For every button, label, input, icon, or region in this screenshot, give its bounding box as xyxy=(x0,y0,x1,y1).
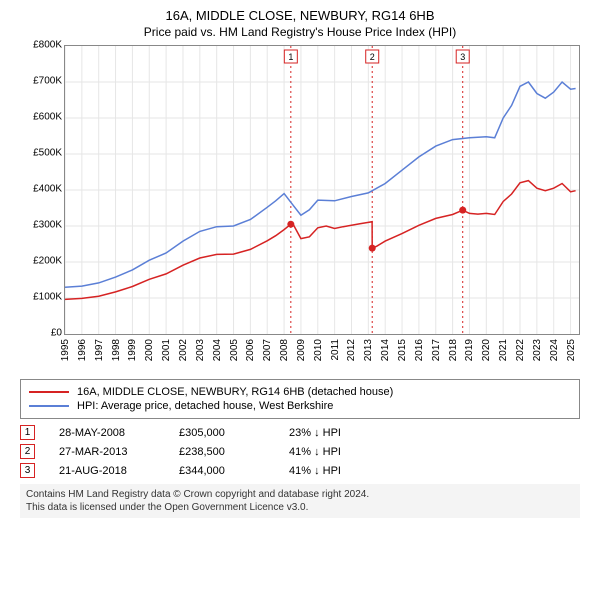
event-marker-number: 3 xyxy=(460,52,465,62)
y-axis-tick-label: £700K xyxy=(33,76,62,87)
event-row-date: 21-AUG-2018 xyxy=(59,465,179,477)
event-row: 1 28-MAY-2008£305,00023% ↓ HPI xyxy=(20,425,580,440)
event-row-delta: 41% ↓ HPI xyxy=(289,465,341,477)
x-axis-tick-label: 2009 xyxy=(296,339,307,361)
event-marker-dot xyxy=(459,207,466,214)
x-axis-tick-label: 2010 xyxy=(313,339,324,361)
y-axis-tick-label: £400K xyxy=(33,184,62,195)
x-axis-tick-label: 1998 xyxy=(111,339,122,361)
x-axis-tick-label: 2011 xyxy=(330,339,341,361)
event-row-delta: 41% ↓ HPI xyxy=(289,446,341,458)
x-axis-tick-label: 2015 xyxy=(397,339,408,361)
chart-plot: 1 2 3 xyxy=(64,45,580,335)
event-row: 2 27-MAR-2013£238,50041% ↓ HPI xyxy=(20,444,580,459)
event-row-delta: 23% ↓ HPI xyxy=(289,427,341,439)
x-axis-tick-label: 2022 xyxy=(515,339,526,361)
legend-row: HPI: Average price, detached house, West… xyxy=(29,400,571,412)
x-axis-tick-label: 2007 xyxy=(262,339,273,361)
event-row-number: 2 xyxy=(20,444,35,459)
y-axis-tick-label: £600K xyxy=(33,112,62,123)
series-price_paid xyxy=(65,181,576,300)
legend-label: 16A, MIDDLE CLOSE, NEWBURY, RG14 6HB (de… xyxy=(77,386,393,398)
y-axis-tick-label: £100K xyxy=(33,292,62,303)
x-axis-tick-label: 2001 xyxy=(161,339,172,361)
page-title: 16A, MIDDLE CLOSE, NEWBURY, RG14 6HB xyxy=(10,8,590,23)
event-row-date: 27-MAR-2013 xyxy=(59,446,179,458)
x-axis-tick-label: 2005 xyxy=(229,339,240,361)
event-marker-number: 1 xyxy=(288,52,293,62)
y-axis-tick-label: £500K xyxy=(33,148,62,159)
legend-label: HPI: Average price, detached house, West… xyxy=(77,400,333,412)
x-axis-tick-label: 2006 xyxy=(245,339,256,361)
event-row-price: £238,500 xyxy=(179,446,289,458)
x-axis-tick-label: 2004 xyxy=(212,339,223,361)
x-axis-tick-label: 2019 xyxy=(464,339,475,361)
event-row: 3 21-AUG-2018£344,00041% ↓ HPI xyxy=(20,463,580,478)
y-axis-tick-label: £800K xyxy=(33,40,62,51)
y-axis-tick-label: £300K xyxy=(33,220,62,231)
chart: £0£100K£200K£300K£400K£500K£600K£700K£80… xyxy=(20,45,580,375)
series-hpi xyxy=(65,82,576,287)
event-table: 1 28-MAY-2008£305,00023% ↓ HPI 2 27-MAR-201… xyxy=(20,425,580,478)
x-axis-tick-label: 2016 xyxy=(414,339,425,361)
event-row-number: 1 xyxy=(20,425,35,440)
x-axis-tick-label: 2013 xyxy=(363,339,374,361)
x-axis-tick-label: 2003 xyxy=(195,339,206,361)
event-row-price: £344,000 xyxy=(179,465,289,477)
footer-line-2: This data is licensed under the Open Gov… xyxy=(26,501,574,514)
event-marker-dot xyxy=(369,245,376,252)
x-axis-tick-label: 2002 xyxy=(178,339,189,361)
x-axis-tick-label: 2018 xyxy=(448,339,459,361)
footer-note: Contains HM Land Registry data © Crown c… xyxy=(20,484,580,518)
y-axis-tick-label: £200K xyxy=(33,256,62,267)
event-marker-number: 2 xyxy=(370,52,375,62)
x-axis-tick-label: 2023 xyxy=(532,339,543,361)
event-row-price: £305,000 xyxy=(179,427,289,439)
legend-row: 16A, MIDDLE CLOSE, NEWBURY, RG14 6HB (de… xyxy=(29,386,571,398)
x-axis-tick-label: 1997 xyxy=(94,339,105,361)
y-axis-tick-label: £0 xyxy=(51,328,62,339)
x-axis-tick-label: 2008 xyxy=(279,339,290,361)
page-subtitle: Price paid vs. HM Land Registry's House … xyxy=(10,25,590,39)
x-axis-tick-label: 2025 xyxy=(566,339,577,361)
x-axis-tick-label: 2024 xyxy=(549,339,560,361)
event-row-date: 28-MAY-2008 xyxy=(59,427,179,439)
x-axis-tick-label: 2000 xyxy=(144,339,155,361)
legend: 16A, MIDDLE CLOSE, NEWBURY, RG14 6HB (de… xyxy=(20,379,580,419)
x-axis-tick-label: 2017 xyxy=(431,339,442,361)
x-axis-tick-label: 2014 xyxy=(380,339,391,361)
x-axis-tick-label: 2021 xyxy=(498,339,509,361)
x-axis-tick-label: 1996 xyxy=(77,339,88,361)
footer-line-1: Contains HM Land Registry data © Crown c… xyxy=(26,488,574,501)
x-axis-tick-label: 2012 xyxy=(346,339,357,361)
x-axis-tick-label: 2020 xyxy=(481,339,492,361)
x-axis-tick-label: 1999 xyxy=(127,339,138,361)
x-axis-tick-label: 1995 xyxy=(60,339,71,361)
event-row-number: 3 xyxy=(20,463,35,478)
legend-swatch xyxy=(29,405,69,407)
legend-swatch xyxy=(29,391,69,393)
event-marker-dot xyxy=(287,221,294,228)
